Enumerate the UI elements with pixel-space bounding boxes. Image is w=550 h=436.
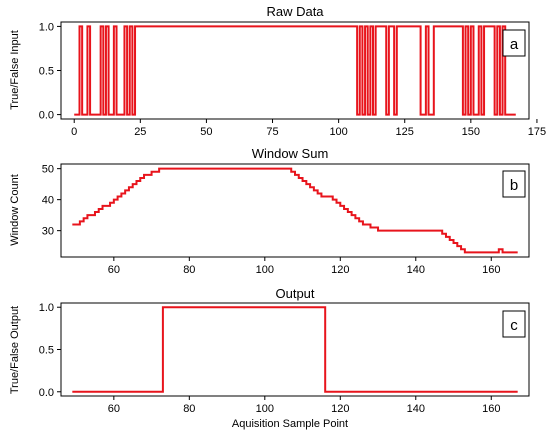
panel-b-yticks: 30 40 50 [42, 164, 61, 238]
panel-b-ytick-label: 40 [42, 195, 54, 207]
panel-a-xtick-label: 175 [528, 126, 546, 138]
panel-a-xtick-label: 50 [200, 126, 212, 138]
panel-a-yticks: 0.0 0.5 1.0 [39, 21, 61, 122]
panel-c-letter: c [510, 317, 518, 334]
panel-a-ytick-label: 0.0 [39, 110, 54, 122]
panel-c-xtick-label: 80 [183, 403, 195, 415]
panel-b-xtick-label: 60 [108, 264, 120, 276]
panel-c-xtick-label: 160 [482, 403, 500, 415]
panel-a-xtick-label: 75 [266, 126, 278, 138]
panel-a-series-line [74, 25, 516, 116]
panel-a-frame [60, 21, 530, 120]
panel-c-series-line [72, 306, 518, 393]
panel-b-xtick-label: 140 [407, 264, 425, 276]
panel-c-ytick-label: 0.0 [39, 387, 54, 399]
panel-a-ytick-label: 0.5 [39, 66, 54, 78]
panel-c-xtick-label: 140 [407, 403, 425, 415]
panel-b-xtick-label: 120 [331, 264, 349, 276]
panel-b-ylabel: Window Count [9, 174, 21, 246]
panel-c-frame [60, 302, 530, 397]
panel-b-ytick-label: 50 [42, 164, 54, 176]
panel-c-xtick-label: 60 [108, 403, 120, 415]
panel-a-letter: a [510, 36, 519, 53]
panel-b: Window Sum Window Count 60 80 100 120 140 160… [9, 146, 530, 276]
panel-c-letter-box: c [502, 310, 526, 338]
panel-c-ylabel: True/False Output [9, 306, 21, 394]
panel-c: Output True/False Output 60 80 100 120 140 16… [9, 286, 530, 430]
panel-a-xticks: 0 25 50 75 100 125 150 175 [71, 119, 546, 138]
panel-c-xtick-label: 120 [331, 403, 349, 415]
panel-c-ytick-label: 0.5 [39, 345, 54, 357]
panel-a-ylabel: True/False Input [9, 30, 21, 110]
panel-a-xtick-label: 100 [329, 126, 347, 138]
panel-b-xtick-label: 80 [183, 264, 195, 276]
panel-b-letter: b [510, 177, 518, 194]
panel-a-letter-box: a [502, 29, 526, 57]
panel-c-xtick-label: 100 [256, 403, 274, 415]
panel-a-xtick-label: 125 [396, 126, 414, 138]
panel-a-xtick-label: 0 [71, 126, 77, 138]
panel-b-title: Window Sum [252, 146, 329, 161]
panel-a-xtick-label: 150 [462, 126, 480, 138]
panel-a-title: Raw Data [266, 4, 324, 19]
panel-c-xlabel: Aquisition Sample Point [232, 418, 348, 430]
panel-c-ytick-label: 1.0 [39, 302, 54, 314]
panel-b-ytick-label: 30 [42, 226, 54, 238]
panel-b-letter-box: b [502, 170, 526, 198]
panel-a-ytick-label: 1.0 [39, 21, 54, 33]
panel-b-xtick-label: 100 [256, 264, 274, 276]
panel-b-xtick-label: 160 [482, 264, 500, 276]
panel-a-xtick-label: 25 [134, 126, 146, 138]
panel-b-series-line [72, 167, 518, 254]
panel-b-frame [60, 163, 530, 258]
panel-c-xticks: 60 80 100 120 140 160 [108, 396, 500, 415]
panel-c-title: Output [275, 286, 314, 301]
panel-b-xticks: 60 80 100 120 140 160 [108, 257, 500, 276]
panel-c-yticks: 0.0 0.5 1.0 [39, 302, 61, 399]
panel-a: Raw Data True/False Input 0 25 50 75 100 125 1… [9, 4, 546, 138]
